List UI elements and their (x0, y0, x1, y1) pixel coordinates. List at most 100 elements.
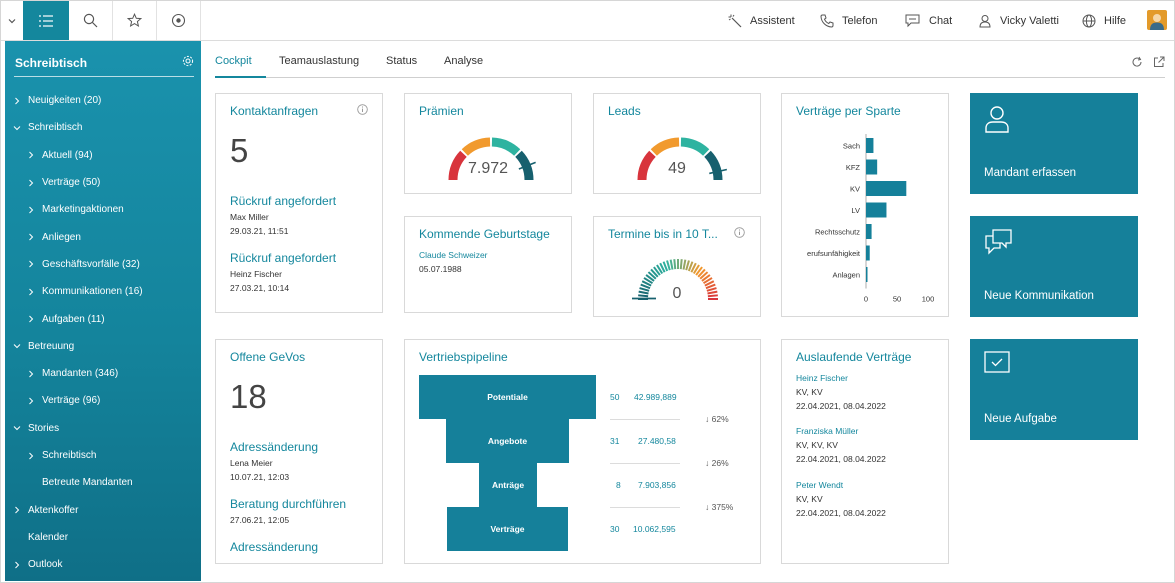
tab-status[interactable]: Status (386, 55, 418, 67)
sidebar-item-schreibtisch[interactable]: Schreibtisch (5, 114, 201, 141)
sidebar-item-aufgaben[interactable]: Aufgaben (11) (5, 305, 201, 332)
external-link-icon[interactable] (1153, 56, 1165, 68)
sidebar-item-neuigkeiten[interactable]: Neuigkeiten (20) (5, 87, 201, 114)
sidebar-item-anliegen[interactable]: Anliegen (5, 223, 201, 250)
gauge-tick (645, 274, 655, 282)
search-button[interactable] (69, 1, 113, 40)
help-button[interactable]: Hilfe (1082, 1, 1126, 40)
sidebar-item-stories-schreibtisch[interactable]: Schreibtisch (5, 442, 201, 469)
funnel-stage-vertraege[interactable]: Verträge (447, 507, 568, 551)
tab-bar: Cockpit Teamauslastung Status Analyse (215, 45, 1165, 78)
sidebar-item-label: Betreuung (28, 340, 75, 352)
user-icon (979, 14, 991, 27)
termine-card[interactable]: Termine bis in 10 T... 0 (593, 216, 761, 317)
favorites-button[interactable] (113, 1, 157, 40)
sidebar-item-geschaeftsvorfaelle[interactable]: Geschäftsvorfälle (32) (5, 251, 201, 278)
offene-gevos-card[interactable]: Offene GeVos 18 Adressänderung Lena Meie… (215, 339, 383, 564)
bar[interactable] (866, 267, 868, 282)
geburtstage-card[interactable]: Kommende Geburtstage Claude Schweizer 05… (404, 216, 572, 313)
sidebar-item-kommunikationen[interactable]: Kommunikationen (16) (5, 278, 201, 305)
kontakt-item-date: 29.03.21, 11:51 (230, 226, 289, 236)
sidebar-item-betreuung[interactable]: Betreuung (5, 333, 201, 360)
praemien-card[interactable]: Prämien 7.972 (404, 93, 572, 194)
geburtstag-name[interactable]: Claude Schweizer (419, 250, 488, 260)
funnel-stage-antraege[interactable]: Anträge (479, 463, 537, 507)
gevos-item-title[interactable]: Adressänderung (230, 440, 319, 454)
auslaufend-dates: 22.04.2021, 08.04.2022 (796, 401, 886, 411)
list-icon (39, 14, 53, 27)
sidebar-item-stories[interactable]: Stories (5, 415, 201, 442)
auslaufende-vertraege-card[interactable]: Auslaufende Verträge Heinz Fischer KV, K… (781, 339, 949, 564)
gauge-needle (518, 161, 536, 170)
magic-wand-icon (728, 14, 742, 27)
auslaufend-name[interactable]: Franziska Müller (796, 426, 859, 436)
sidebar-item-outlook[interactable]: Outlook (5, 551, 201, 578)
sidebar-item-betreute-mandanten[interactable]: Betreute Mandanten (5, 469, 201, 496)
leads-value: 49 (668, 160, 686, 177)
list-view-button[interactable] (23, 1, 69, 40)
sidebar-nav: Neuigkeiten (20) Schreibtisch Aktuell (9… (5, 87, 201, 578)
sidebar-item-aktenkoffer[interactable]: Aktenkoffer (5, 496, 201, 523)
avatar[interactable] (1147, 10, 1167, 30)
chat-bubbles-icon (985, 229, 1012, 255)
phone-button[interactable]: Telefon (820, 1, 877, 40)
vertriebspipeline-card[interactable]: Vertriebspipeline Potentiale Angebote An… (404, 339, 761, 564)
mandant-erfassen-button[interactable]: Mandant erfassen (970, 93, 1138, 194)
auslaufend-name[interactable]: Heinz Fischer (796, 373, 848, 383)
gauge-segment (637, 150, 656, 181)
sidebar-item-vertraege[interactable]: Verträge (50) (5, 169, 201, 196)
leads-card[interactable]: Leads 49 (593, 93, 761, 194)
sidebar-item-label: Anliegen (42, 231, 81, 243)
record-button[interactable] (157, 1, 201, 40)
auslaufend-name[interactable]: Peter Wendt (796, 480, 844, 490)
sidebar-item-kalender[interactable]: Kalender (5, 524, 201, 551)
gauge-tick (666, 260, 671, 271)
sidebar-item-mandanten[interactable]: Mandanten (346) (5, 360, 201, 387)
funnel-stage-angebote[interactable]: Angebote (446, 419, 569, 463)
gauge-segment (650, 137, 680, 156)
neue-aufgabe-button[interactable]: Neue Aufgabe (970, 339, 1138, 440)
funnel-divider (610, 463, 680, 464)
gauge-segment (448, 150, 467, 181)
chevron-down-icon (13, 344, 21, 349)
vertraege-sparte-card[interactable]: Verträge per Sparte Sach KFZ KV LV Rechtssch… (781, 93, 949, 317)
user-menu-button[interactable]: Vicky Valetti (978, 1, 1059, 40)
refresh-icon[interactable] (1131, 56, 1143, 68)
assistant-button[interactable]: Assistent (728, 1, 795, 40)
chat-button[interactable]: Chat (905, 1, 952, 40)
sidebar-item-label: Outlook (28, 559, 63, 571)
sidebar-item-label: Stories (28, 422, 60, 434)
bar[interactable] (866, 159, 878, 175)
gear-icon[interactable] (182, 55, 194, 67)
info-icon[interactable] (357, 104, 368, 115)
sidebar-item-label: Kalender (28, 531, 69, 543)
gevos-item-title[interactable]: Adressänderung (230, 540, 319, 554)
bar[interactable] (866, 202, 887, 218)
gevos-count: 18 (230, 378, 267, 415)
chat-label: Chat (929, 14, 953, 27)
tab-teamauslastung[interactable]: Teamauslastung (279, 55, 360, 67)
bar[interactable] (866, 181, 907, 196)
sidebar-item-aktuell[interactable]: Aktuell (94) (5, 142, 201, 169)
sidebar-item-marketingaktionen[interactable]: Marketingaktionen (5, 196, 201, 223)
card-title: Prämien (419, 104, 464, 118)
checkbox-icon (984, 351, 1010, 373)
kontakt-item-title[interactable]: Rückruf angefordert (230, 194, 337, 208)
tab-cockpit[interactable]: Cockpit (215, 55, 252, 67)
kontaktanfragen-card[interactable]: Kontaktanfragen 5 Rückruf angefordert Ma… (215, 93, 383, 313)
sidebar-item-vertraege-betreuung[interactable]: Verträge (96) (5, 387, 201, 414)
action-label: Neue Kommunikation (984, 290, 1094, 302)
gevos-item-title[interactable]: Beratung durchführen (230, 497, 347, 511)
kontakt-item-title[interactable]: Rückruf angefordert (230, 251, 337, 265)
bar[interactable] (866, 138, 874, 153)
bar[interactable] (866, 245, 870, 261)
neue-kommunikation-button[interactable]: Neue Kommunikation (970, 216, 1138, 317)
bar[interactable] (866, 224, 872, 239)
info-icon[interactable] (734, 227, 745, 238)
chevron-right-icon (15, 506, 20, 514)
funnel-stage-potentiale[interactable]: Potentiale (419, 375, 596, 419)
gevos-item-date: 10.07.21, 12:03 (230, 472, 290, 482)
menu-dropdown-button[interactable] (1, 1, 23, 40)
bar-category-label: Rechtsschutz (815, 228, 860, 237)
tab-analyse[interactable]: Analyse (444, 55, 484, 67)
